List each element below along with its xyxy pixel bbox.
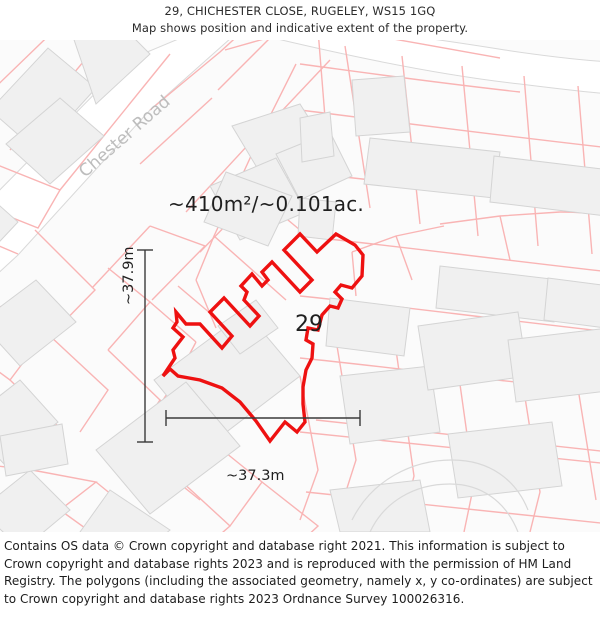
plot-number-label: 29	[295, 312, 323, 337]
footpath-curve	[351, 459, 529, 532]
area-label: ~410m²/~0.101ac.	[168, 192, 364, 216]
page-title: 29, CHICHESTER CLOSE, RUGELEY, WS15 1GQ	[164, 4, 436, 18]
building-footprints	[0, 40, 600, 532]
upper-road-band	[279, 40, 600, 94]
copyright-text: Contains OS data © Crown copyright and d…	[4, 539, 593, 606]
vertical-dimension-label: ~37.9m	[121, 246, 137, 305]
map-footer: Contains OS data © Crown copyright and d…	[0, 532, 600, 625]
property-outline[interactable]	[161, 231, 365, 444]
dimension-horizontal	[165, 410, 361, 426]
map-header: 29, CHICHESTER CLOSE, RUGELEY, WS15 1GQ …	[0, 0, 600, 40]
page-subtitle: Map shows position and indicative extent…	[131, 21, 469, 35]
map-canvas[interactable]: Chester Road ~410m²/~0.101ac. 29 ~	[0, 40, 600, 532]
horizontal-dimension-label: ~37.3m	[226, 468, 285, 484]
map-vector-layer: Chester Road	[0, 40, 600, 532]
dimension-vertical	[137, 249, 153, 443]
property-boundary-path[interactable]	[161, 231, 365, 444]
